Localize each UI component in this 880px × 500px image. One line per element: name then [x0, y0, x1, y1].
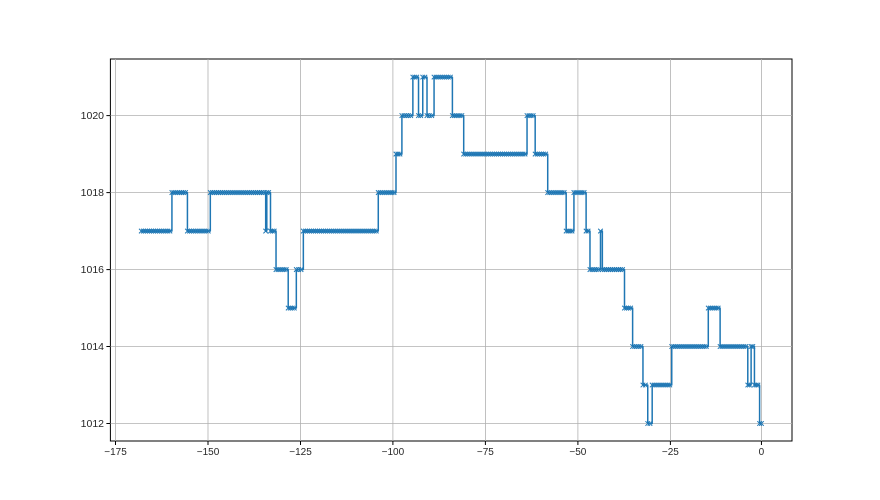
svg-text:0: 0 [759, 447, 765, 458]
svg-text:−25: −25 [662, 447, 679, 458]
svg-text:−150: −150 [197, 447, 220, 458]
svg-text:−100: −100 [382, 447, 405, 458]
svg-text:1018: 1018 [81, 187, 105, 199]
svg-text:−175: −175 [104, 447, 127, 458]
svg-text:−125: −125 [289, 447, 312, 458]
svg-text:1020: 1020 [81, 110, 105, 122]
svg-text:−50: −50 [569, 447, 586, 458]
svg-text:−75: −75 [477, 447, 494, 458]
svg-text:1012: 1012 [81, 418, 105, 430]
svg-text:1014: 1014 [81, 341, 105, 353]
svg-text:1016: 1016 [81, 264, 105, 276]
